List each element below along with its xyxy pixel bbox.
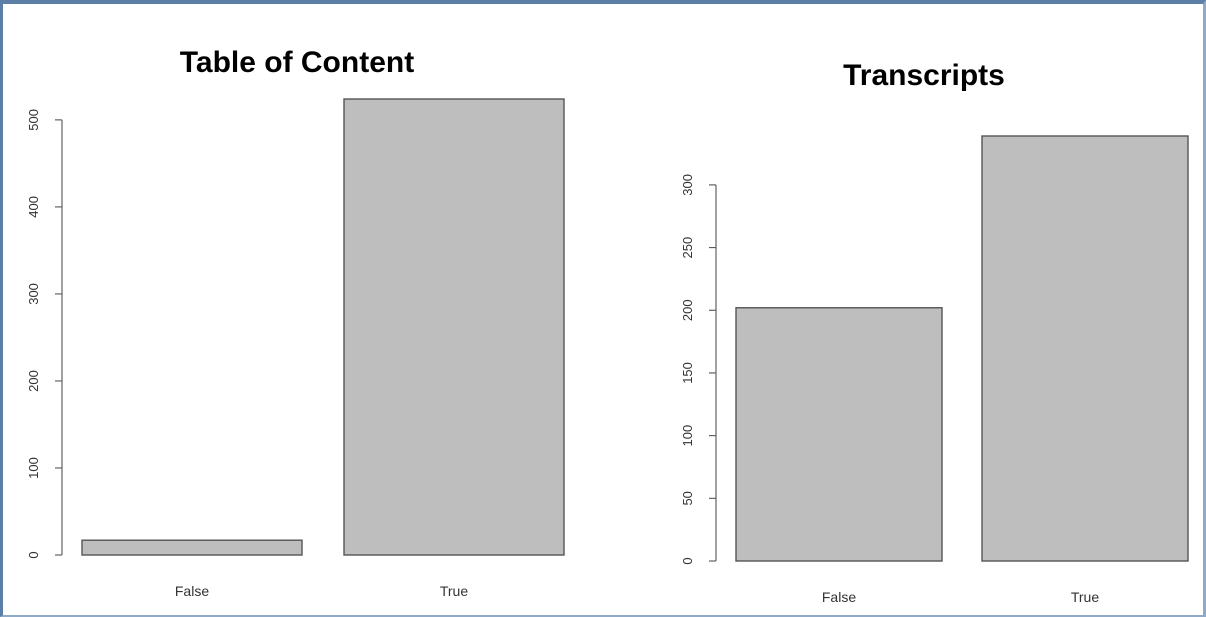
bars: [735, 135, 1189, 562]
bar-true: [981, 135, 1189, 562]
y-tick-label: 400: [26, 196, 41, 218]
x-category-label: False: [175, 583, 209, 599]
y-tick-label: 200: [680, 299, 695, 321]
y-tick-label: 200: [26, 370, 41, 392]
x-category-label: False: [822, 589, 856, 605]
x-category-labels: False True: [822, 589, 1099, 605]
x-category-label: True: [440, 583, 468, 599]
x-category-labels: False True: [175, 583, 468, 599]
y-tick-label: 100: [680, 425, 695, 447]
chart-title: Transcripts: [843, 59, 1005, 92]
bars: [81, 98, 565, 556]
y-tick-label: 100: [26, 457, 41, 479]
bar-false: [735, 307, 943, 562]
y-tick-label: 250: [680, 237, 695, 259]
y-axis: 0 100 200 300 400 500: [26, 109, 63, 559]
chart-transcripts: Transcripts 0 50 100 150 200 250 300 False True: [680, 59, 1189, 605]
y-axis: 0 50 100 150 200 250 300: [680, 174, 717, 565]
bar-false: [81, 539, 303, 556]
y-tick-label: 300: [26, 283, 41, 305]
chart-title: Table of Content: [180, 46, 414, 79]
y-tick-label: 300: [680, 174, 695, 196]
bar-true: [343, 98, 565, 556]
y-tick-label: 0: [680, 557, 695, 564]
y-tick-label: 150: [680, 362, 695, 384]
y-tick-label: 0: [26, 551, 41, 558]
y-tick-label: 500: [26, 109, 41, 131]
x-category-label: True: [1071, 589, 1099, 605]
chart-table-of-content: Table of Content 0 100 200 300 400 500 False T…: [26, 46, 565, 599]
y-tick-label: 50: [680, 491, 695, 505]
